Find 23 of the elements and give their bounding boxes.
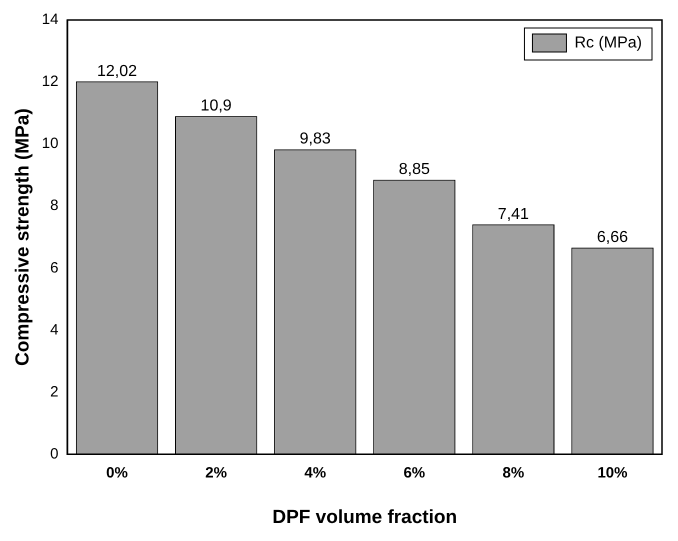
x-tick-label: 6% xyxy=(403,464,426,482)
data-label: 9,83 xyxy=(300,130,331,148)
x-tick-label: 2% xyxy=(205,464,227,482)
y-tick-label: 0 xyxy=(50,445,58,462)
y-tick-label: 2 xyxy=(50,383,58,400)
y-tick-label: 12 xyxy=(42,73,58,90)
x-tick-label: 4% xyxy=(304,464,326,482)
x-tick-label: 10% xyxy=(597,464,628,482)
y-tick-label: 4 xyxy=(50,321,58,338)
y-tick-label: 10 xyxy=(42,135,58,152)
x-tick-label: 0% xyxy=(106,464,128,482)
data-label: 8,85 xyxy=(398,161,430,178)
data-label: 6,66 xyxy=(596,229,628,246)
y-axis-title: Compressive strength (MPa) xyxy=(12,108,34,366)
y-tick-label: 6 xyxy=(50,259,58,276)
y-tick-label: 8 xyxy=(50,197,58,214)
data-label: 7,41 xyxy=(498,206,530,223)
data-label: 12,02 xyxy=(97,62,138,80)
legend-label: Rc (MPa) xyxy=(574,34,642,52)
x-tick-label: 8% xyxy=(502,464,524,482)
data-label: 10,9 xyxy=(200,98,232,115)
x-axis-title: DPF volume fraction xyxy=(272,506,458,528)
y-tick-label: 14 xyxy=(42,11,58,28)
